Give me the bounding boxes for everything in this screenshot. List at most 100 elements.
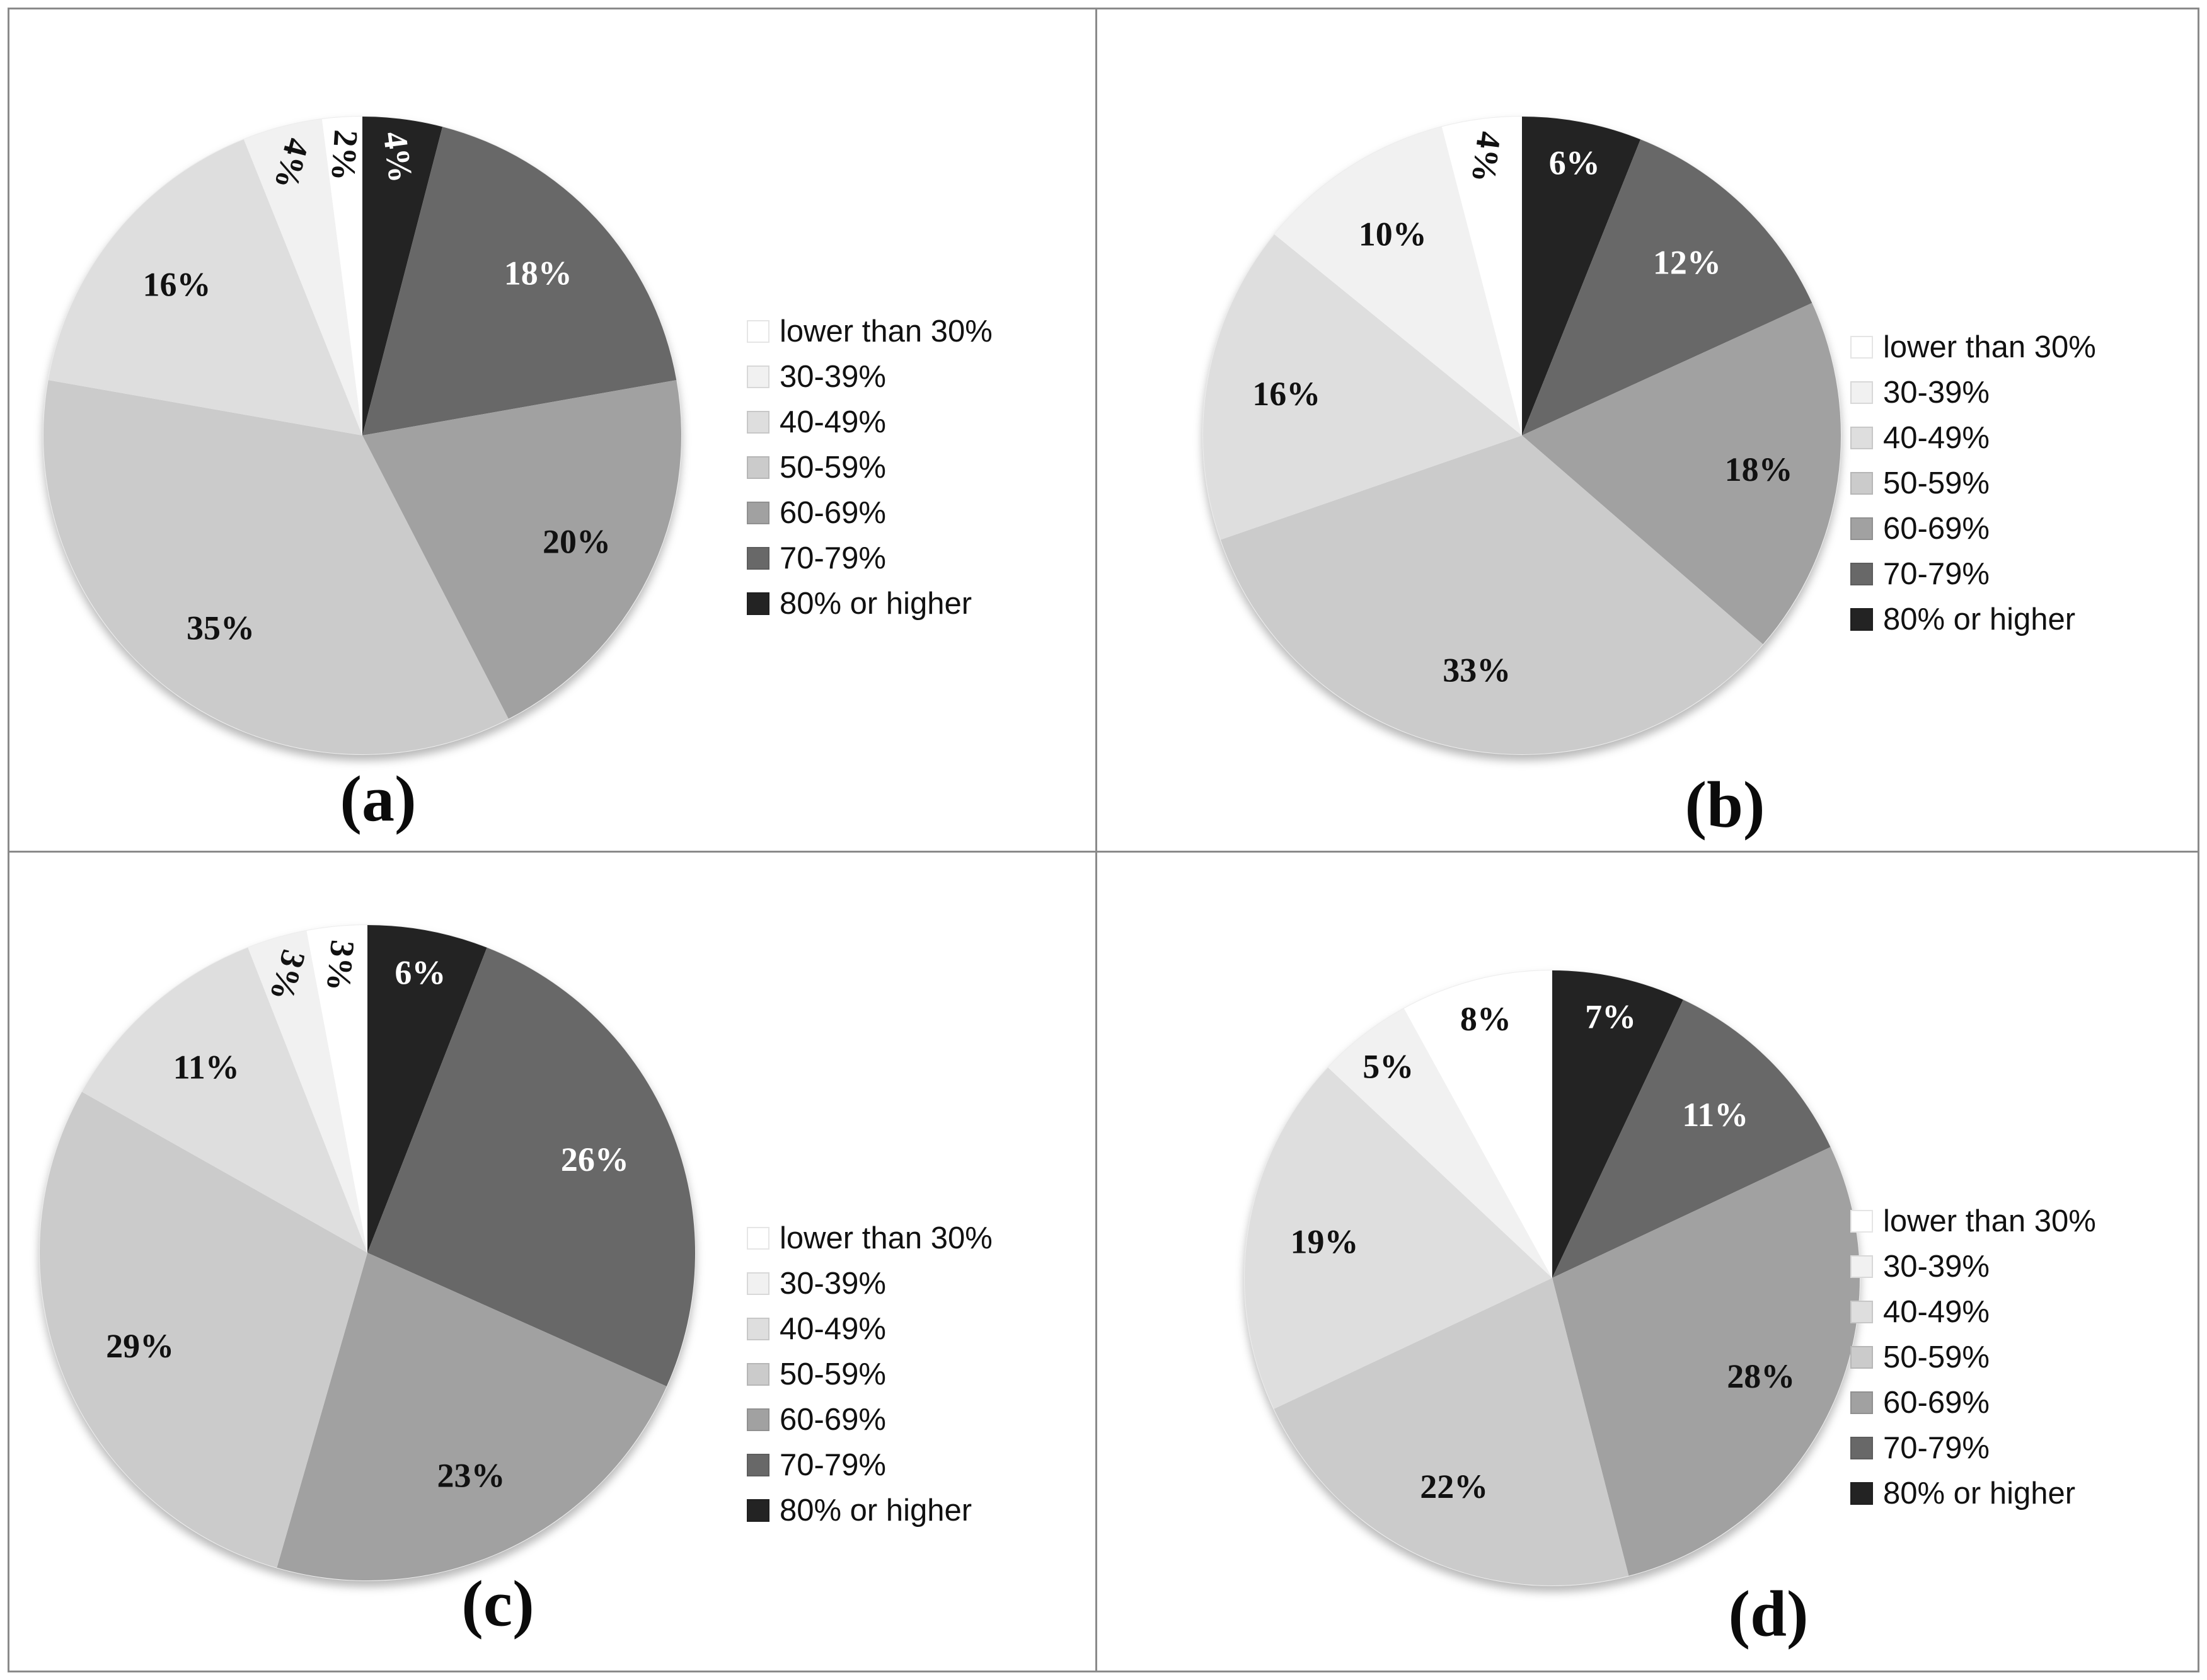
pie-label-40-49-: 16% xyxy=(143,266,211,304)
pie-label-40-49-: 11% xyxy=(173,1049,239,1086)
pie-label-80-or-higher: 7% xyxy=(1585,998,1636,1036)
pie-slice-50-59- xyxy=(43,380,509,754)
legend-swatch xyxy=(747,547,769,570)
pie-slice-50-59- xyxy=(40,1091,367,1568)
pie-slices-group xyxy=(39,924,696,1581)
legend-item-80-or-higher: 80% or higher xyxy=(747,581,993,626)
pie-slice-30-39- xyxy=(1274,127,1522,435)
pie-label-lower-than-30-: 3% xyxy=(320,938,362,992)
legend-label: 80% or higher xyxy=(780,1493,972,1528)
panel-d: 8% 5% 19% 22% 28% 11% 7% lower than 30% 30-39% 40… xyxy=(1104,840,2207,1680)
legend-item-lower-than-30-: lower than 30% xyxy=(747,1216,993,1261)
legend-label: 40-49% xyxy=(780,405,886,439)
pie-slice-50-59- xyxy=(1220,435,1763,755)
pie-slice-70-79- xyxy=(362,127,677,435)
legend-swatch xyxy=(747,411,769,434)
legend-swatch xyxy=(747,365,769,388)
pie-slice-70-79- xyxy=(1522,139,1812,435)
pie-slice-lower-than-30- xyxy=(1403,970,1552,1278)
pie-label-70-79-: 26% xyxy=(561,1141,629,1178)
legend: lower than 30% 30-39% 40-49% 50-59% 60-69% 70… xyxy=(747,1216,993,1533)
pie-label-60-69-: 18% xyxy=(1725,451,1793,488)
pie-slice-60-69- xyxy=(277,1253,667,1581)
legend-label: 30-39% xyxy=(780,359,886,394)
legend: lower than 30% 30-39% 40-49% 50-59% 60-69% 70… xyxy=(1850,1199,2096,1516)
legend-item-40-49-: 40-49% xyxy=(747,1306,993,1352)
pie-slice-70-79- xyxy=(1552,999,1831,1278)
legend-swatch xyxy=(1850,517,1873,540)
legend: lower than 30% 30-39% 40-49% 50-59% 60-69% 70… xyxy=(747,309,993,626)
legend-label: lower than 30% xyxy=(1883,330,2096,364)
legend-swatch xyxy=(747,592,769,615)
legend-item-30-39-: 30-39% xyxy=(747,1261,993,1306)
legend-label: 50-59% xyxy=(780,1357,886,1391)
pie-label-50-59-: 35% xyxy=(187,609,255,647)
pie-slice-50-59- xyxy=(1274,1278,1629,1586)
legend-item-40-49-: 40-49% xyxy=(1850,415,2096,461)
pie-label-lower-than-30-: 8% xyxy=(1460,1000,1511,1038)
pie-slice-60-69- xyxy=(1522,302,1841,645)
legend-label: 70-79% xyxy=(1883,556,1990,591)
pie-slice-lower-than-30- xyxy=(1441,117,1522,435)
pie-slices-group xyxy=(1244,970,1860,1586)
legend-label: 30-39% xyxy=(1883,375,1990,410)
legend-item-30-39-: 30-39% xyxy=(1850,370,2096,415)
pie-slice-80-or-higher xyxy=(1552,970,1683,1278)
legend-item-30-39-: 30-39% xyxy=(1850,1244,2096,1289)
pie-label-40-49-: 19% xyxy=(1291,1223,1359,1261)
pie-label-70-79-: 12% xyxy=(1653,243,1721,281)
pie-slice-40-49- xyxy=(82,947,367,1253)
legend-swatch xyxy=(1850,1482,1873,1505)
legend-item-50-59-: 50-59% xyxy=(1850,1335,2096,1380)
legend-swatch xyxy=(747,1272,769,1295)
pie-label-30-39-: 5% xyxy=(1363,1048,1414,1086)
legend-item-30-39-: 30-39% xyxy=(747,354,993,400)
pie-label-50-59-: 29% xyxy=(106,1327,174,1365)
legend-swatch xyxy=(1850,427,1873,449)
pie-slice-40-49- xyxy=(1202,234,1522,540)
legend-label: 30-39% xyxy=(1883,1249,1990,1284)
legend-label: 60-69% xyxy=(1883,1385,1990,1420)
pie-label-50-59-: 22% xyxy=(1420,1468,1488,1505)
panel-a: 2% 4% 16% 35% 20% 18% 4% lower than 30% 30-39% 40… xyxy=(0,0,1104,840)
horizontal-divider xyxy=(8,851,2199,853)
pie-slice-70-79- xyxy=(367,947,695,1386)
legend-label: 80% or higher xyxy=(1883,602,2076,636)
legend-item-lower-than-30-: lower than 30% xyxy=(747,309,993,354)
pie-slice-40-49- xyxy=(1244,1067,1552,1409)
legend-label: 50-59% xyxy=(1883,466,1990,500)
pie-chart-a: 2%4%16%35%20%18%4% xyxy=(43,116,682,755)
panel-b: 4% 10% 16% 33% 18% 12% 6% lower than 30% 30-39% 4… xyxy=(1104,0,2207,841)
legend-label: 40-49% xyxy=(1883,420,1990,455)
legend-label: lower than 30% xyxy=(780,314,993,348)
pie-label-60-69-: 23% xyxy=(437,1457,505,1495)
legend-item-70-79-: 70-79% xyxy=(1850,551,2096,597)
legend-item-lower-than-30-: lower than 30% xyxy=(1850,325,2096,370)
legend-swatch xyxy=(747,1363,769,1386)
legend-swatch xyxy=(747,1454,769,1476)
legend-swatch xyxy=(1850,1391,1873,1414)
pie-slice-lower-than-30- xyxy=(306,925,367,1253)
pie-slice-40-49- xyxy=(48,139,362,435)
legend-label: 80% or higher xyxy=(1883,1476,2076,1510)
legend-label: 60-69% xyxy=(1883,511,1990,546)
legend-swatch xyxy=(1850,1437,1873,1459)
pie-slice-30-39- xyxy=(243,119,362,435)
pie-label-lower-than-30-: 2% xyxy=(324,129,365,182)
pie-label-lower-than-30-: 4% xyxy=(1465,129,1509,185)
pie-chart-d: 8% 5% 19% 22% 28% 11% 7% xyxy=(1244,970,1860,1586)
legend-item-70-79-: 70-79% xyxy=(747,536,993,581)
legend-swatch xyxy=(1850,1346,1873,1369)
pie-label-30-39-: 10% xyxy=(1359,216,1427,253)
legend-label: 70-79% xyxy=(780,1447,886,1482)
legend-label: 30-39% xyxy=(780,1266,886,1301)
legend-label: 40-49% xyxy=(1883,1294,1990,1329)
legend-label: 80% or higher xyxy=(780,586,972,621)
pie-label-80-or-higher: 6% xyxy=(395,954,446,992)
legend-swatch xyxy=(747,1408,769,1431)
legend-item-60-69-: 60-69% xyxy=(747,1397,993,1442)
legend-item-70-79-: 70-79% xyxy=(1850,1425,2096,1471)
vertical-divider xyxy=(1095,8,1097,1672)
panel-c: 3% 3% 11% 29% 23% 26% 6% lower than 30% 30-39% 40… xyxy=(0,840,1104,1680)
